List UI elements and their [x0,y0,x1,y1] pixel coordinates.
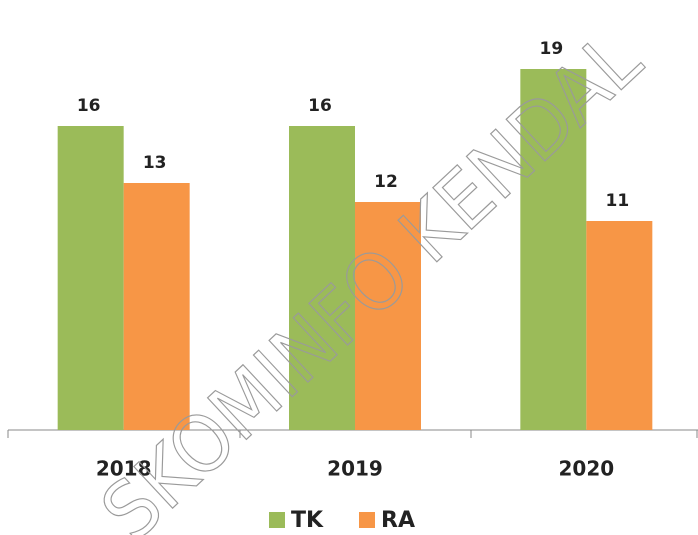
data-label: 19 [539,39,563,59]
x-tick-label: 2018 [96,457,152,481]
legend-label: RA [381,508,415,533]
x-tick-label: 2020 [558,457,614,481]
data-label: 16 [77,96,101,116]
data-label: 13 [143,153,167,173]
bar [123,183,190,430]
data-label: 11 [605,191,629,211]
legend-swatch [359,512,375,528]
bar [355,202,421,430]
bar [520,69,587,430]
legend-label: TK [291,508,324,533]
data-label: 16 [308,96,332,116]
legend-swatch [269,512,285,528]
bar [586,221,653,430]
bar [289,126,355,430]
bar [57,126,124,430]
x-tick-label: 2019 [327,457,383,481]
data-label: 12 [374,172,398,192]
